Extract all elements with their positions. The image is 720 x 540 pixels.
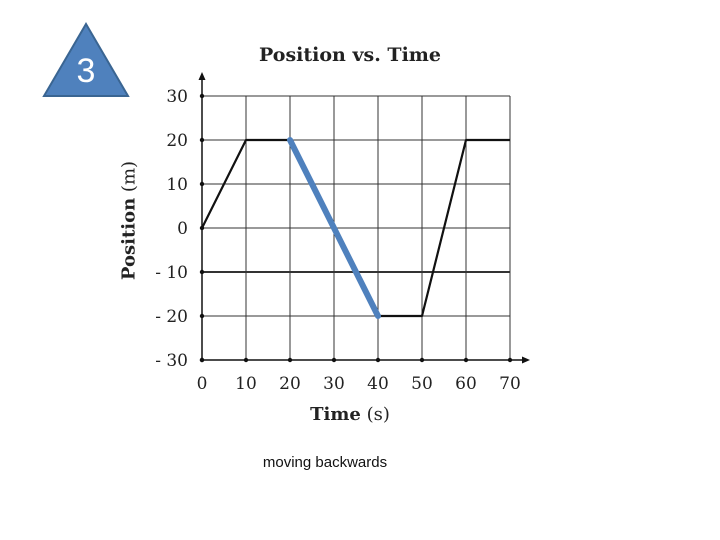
chart-title: Position vs. Time <box>259 44 441 66</box>
y-tick-mark <box>199 181 205 187</box>
x-axis-arrow <box>522 356 530 364</box>
y-axis-label-main: Position <box>118 197 140 281</box>
x-axis-label-unit: (s) <box>366 404 390 425</box>
x-tick-mark <box>375 357 381 363</box>
y-tick-mark <box>199 357 205 363</box>
x-tick-mark <box>419 357 425 363</box>
x-tick-label: 60 <box>455 374 477 394</box>
y-tick-mark <box>199 313 205 319</box>
y-tick-label: 30 <box>166 87 188 107</box>
y-tick-label: - 30 <box>155 351 188 371</box>
x-tick-mark <box>463 357 469 363</box>
y-axis-arrow <box>198 72 206 80</box>
x-tick-label: 50 <box>411 374 433 394</box>
y-axis-label: Position (m) <box>119 121 140 321</box>
x-tick-label: 40 <box>367 374 389 394</box>
y-tick-label: 10 <box>166 175 188 195</box>
slide-number: 3 <box>76 52 96 90</box>
highlight-backward-segment <box>287 137 381 319</box>
x-tick-label: 70 <box>499 374 521 394</box>
x-tick-label: 10 <box>235 374 257 394</box>
y-tick-label: - 10 <box>155 263 188 283</box>
y-tick-mark <box>199 93 205 99</box>
x-axis-label: Time (s) <box>250 404 450 425</box>
y-tick-label: 20 <box>166 131 188 151</box>
slide-caption: moving backwards <box>262 454 388 471</box>
x-tick-mark <box>287 357 293 363</box>
x-tick-mark <box>331 357 337 363</box>
x-tick-mark <box>507 357 513 363</box>
y-tick-label: 0 <box>177 219 188 239</box>
y-axis-label-unit: (m) <box>118 160 140 193</box>
y-tick-mark <box>199 269 205 275</box>
x-axis-label-main: Time <box>310 404 361 425</box>
x-tick-label: 20 <box>279 374 301 394</box>
x-tick-label: 0 <box>197 374 208 394</box>
x-tick-label: 30 <box>323 374 345 394</box>
y-tick-label: - 20 <box>155 307 188 327</box>
slide-number-badge <box>42 22 130 97</box>
y-tick-mark <box>199 137 205 143</box>
x-tick-mark <box>243 357 249 363</box>
